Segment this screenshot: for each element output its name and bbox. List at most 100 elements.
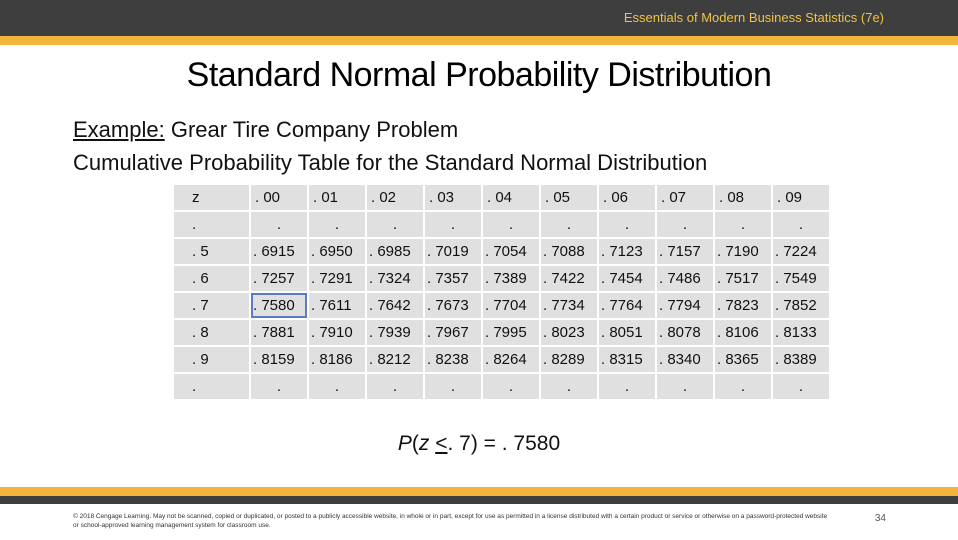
probability-cell: . 8078 [657,320,713,345]
probability-cell: . 7549 [773,266,829,291]
z-value-cell: . 7 [174,293,249,318]
z-value-cell: . 8 [174,320,249,345]
probability-cell: . 7157 [657,239,713,264]
header-col-4: . 03 [425,185,481,210]
top-accent-stripe [0,36,958,45]
header-col-10: . 09 [773,185,829,210]
probability-cell: . 7580 [251,293,307,318]
probability-cell: . 8315 [599,347,655,372]
probability-cell: . 7852 [773,293,829,318]
table-body: ............ 5. 6915. 6950. 6985. 7019. … [174,212,829,399]
table-row: . 9. 8159. 8186. 8212. 8238. 8264. 8289.… [174,347,829,372]
copyright-notice: © 2018 Cengage Learning. May not be scan… [73,513,828,529]
formula-z: z [418,432,430,455]
header-col-3: . 02 [367,185,423,210]
table-row: . 8. 7881. 7910. 7939. 7967. 7995. 8023.… [174,320,829,345]
z-value-cell: . 5 [174,239,249,264]
probability-cell: . 7939 [367,320,423,345]
probability-cell: . 8289 [541,347,597,372]
probability-cell: . 8365 [715,347,771,372]
probability-cell: . 7642 [367,293,423,318]
probability-cell: . 7611 [309,293,365,318]
probability-cell: . 7910 [309,320,365,345]
example-lead: Example: [73,117,165,142]
probability-cell: . 8159 [251,347,307,372]
page-number: 34 [874,513,886,524]
probability-cell: . 8238 [425,347,481,372]
probability-cell: . 7764 [599,293,655,318]
table-row: . 7. 7580. 7611. 7642. 7673. 7704. 7734.… [174,293,829,318]
formula-open: ( [411,432,419,455]
probability-cell: . 7486 [657,266,713,291]
probability-cell: . [715,212,771,237]
probability-cell: . 7734 [541,293,597,318]
table-row: ........... [174,212,829,237]
probability-cell: . 8051 [599,320,655,345]
header-col-7: . 06 [599,185,655,210]
probability-cell: . [483,212,539,237]
probability-cell: . 7123 [599,239,655,264]
probability-cell: . 6950 [309,239,365,264]
probability-cell: . 7257 [251,266,307,291]
probability-formula: P(z <. 7) = . 7580 [0,432,958,456]
probability-cell: . 8264 [483,347,539,372]
probability-cell: . 7422 [541,266,597,291]
probability-cell: . 7389 [483,266,539,291]
bottom-bar [0,496,958,504]
probability-cell: . 7088 [541,239,597,264]
bottom-accent-stripe [0,487,958,496]
probability-cell: . [309,212,365,237]
probability-cell: . 8133 [773,320,829,345]
probability-cell: . 8340 [657,347,713,372]
probability-table: z. 00. 01. 02. 03. 04. 05. 06. 07. 08. 0… [172,183,831,401]
probability-cell: . 7794 [657,293,713,318]
book-title: Essentials of Modern Business Statistics… [623,10,884,25]
probability-cell: . 7517 [715,266,771,291]
probability-cell: . [773,212,829,237]
header-col-1: . 00 [251,185,307,210]
probability-cell: . 7054 [483,239,539,264]
probability-cell: . [425,374,481,399]
probability-cell: . 7704 [483,293,539,318]
probability-cell: . [251,374,307,399]
probability-cell: . 8389 [773,347,829,372]
probability-cell: . 7190 [715,239,771,264]
probability-cell: . 8186 [309,347,365,372]
header-col-5: . 04 [483,185,539,210]
table-header-row: z. 00. 01. 02. 03. 04. 05. 06. 07. 08. 0… [174,185,829,210]
header-col-8: . 07 [657,185,713,210]
probability-cell: . [541,374,597,399]
formula-p: P [397,432,412,455]
probability-cell: . 7967 [425,320,481,345]
z-value-cell: . 9 [174,347,249,372]
slide-title: Standard Normal Probability Distribution [186,56,772,94]
formula-rest: . 7) = . 7580 [447,432,561,455]
header-z: z [174,185,249,210]
probability-cell: . 7881 [251,320,307,345]
table-row: ........... [174,374,829,399]
probability-cell: . 6915 [251,239,307,264]
example-text: Grear Tire Company Problem [164,117,459,142]
probability-cell: . [483,374,539,399]
probability-cell: . [599,374,655,399]
probability-cell: . [657,212,713,237]
probability-cell: . 7019 [425,239,481,264]
probability-cell: . 7357 [425,266,481,291]
z-value-cell: . [174,212,249,237]
probability-cell: . 7291 [309,266,365,291]
z-value-cell: . [174,374,249,399]
probability-cell: . [251,212,307,237]
top-bar: Essentials of Modern Business Statistics… [0,0,958,36]
formula-leq: < [435,432,448,455]
probability-cell: . 7823 [715,293,771,318]
probability-cell: . 8212 [367,347,423,372]
probability-cell: . 8106 [715,320,771,345]
table-row: . 5. 6915. 6950. 6985. 7019. 7054. 7088.… [174,239,829,264]
probability-cell: . 7454 [599,266,655,291]
probability-cell: . [773,374,829,399]
probability-cell: . 7673 [425,293,481,318]
example-line: Example: Grear Tire Company Problem [73,117,458,143]
probability-cell: . [367,212,423,237]
probability-cell: . [599,212,655,237]
probability-cell: . [657,374,713,399]
